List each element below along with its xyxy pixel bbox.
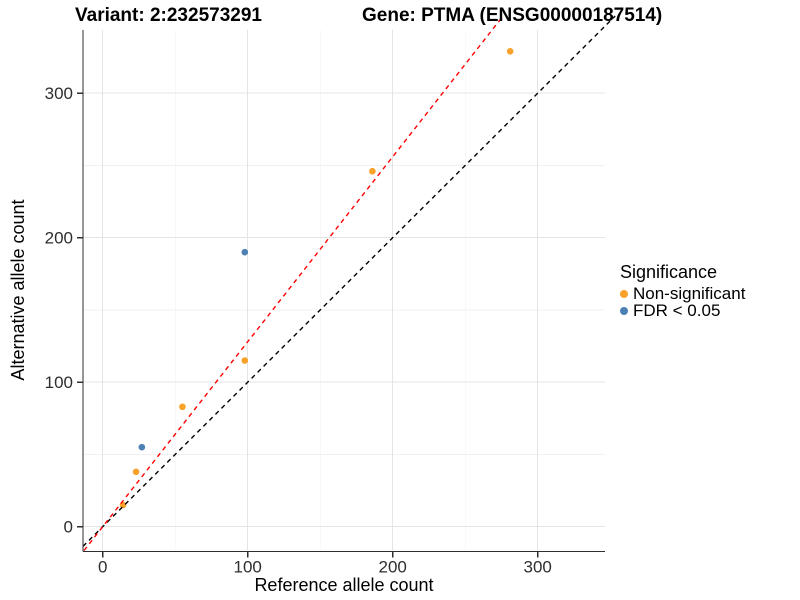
data-point-non-significant xyxy=(506,47,514,55)
y-axis-label: Alternative allele count xyxy=(8,199,28,381)
legend-dot-orange-icon xyxy=(620,289,628,298)
x-tick-label: 200 xyxy=(379,558,407,577)
y-tick-label: 300 xyxy=(45,84,73,103)
legend-item-non-significant: Non-significant xyxy=(620,285,796,302)
data-point-non-significant xyxy=(369,167,376,175)
data-point-fdr xyxy=(241,248,249,256)
plot-title-variant: Variant: 2:232573291 xyxy=(75,5,262,26)
reference-line-fit xyxy=(83,15,504,551)
y-tick-label: 0 xyxy=(64,518,73,537)
legend-item-label: Non-significant xyxy=(633,284,746,303)
plot-title-gene: Gene: PTMA (ENSG00000187514) xyxy=(362,5,663,26)
legend: Significance Non-significant FDR < 0.05 xyxy=(620,262,796,319)
legend-dot-blue-icon xyxy=(620,306,628,315)
data-point-non-significant xyxy=(179,403,186,411)
x-tick-label: 300 xyxy=(524,558,552,577)
x-tick-label: 100 xyxy=(234,558,262,577)
data-point-fdr xyxy=(138,443,146,451)
data-point-non-significant xyxy=(241,357,249,364)
y-tick-label: 100 xyxy=(45,373,73,392)
reference-line-identity xyxy=(82,15,616,547)
y-tick-label: 200 xyxy=(45,229,73,248)
legend-title: Significance xyxy=(620,262,718,282)
x-tick-label: 0 xyxy=(98,558,107,577)
data-point-non-significant xyxy=(132,468,140,476)
legend-item-label: FDR < 0.05 xyxy=(633,301,721,320)
legend-item-fdr: FDR < 0.05 xyxy=(620,302,796,319)
x-axis-label: Reference allele count xyxy=(254,575,434,595)
